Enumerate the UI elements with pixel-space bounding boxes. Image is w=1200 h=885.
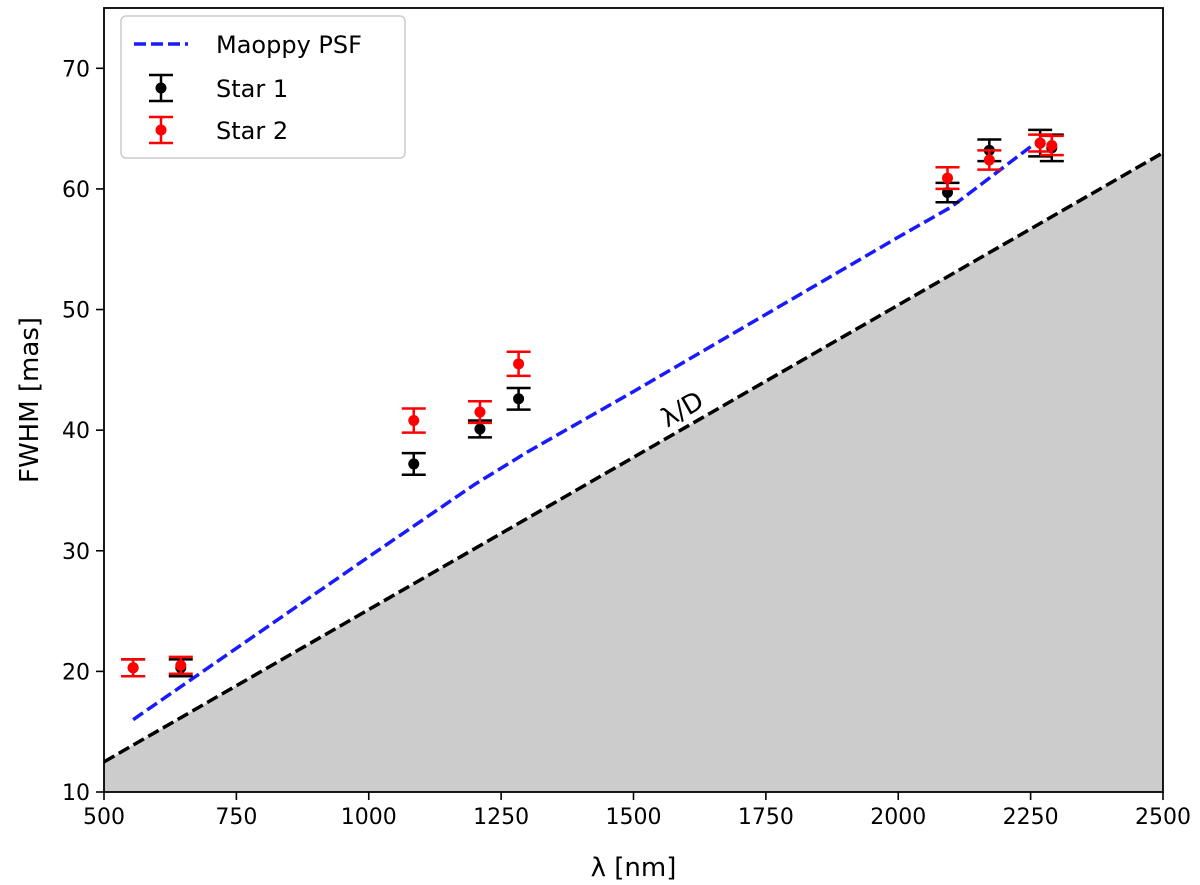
marker-layer — [121, 128, 1064, 678]
series2-errorbar-point — [1039, 134, 1064, 157]
y-tick-label: 20 — [62, 660, 90, 685]
data-point — [941, 172, 953, 184]
data-point — [408, 458, 420, 470]
y-tick-label: 40 — [62, 419, 90, 444]
data-point — [127, 662, 139, 674]
series2-errorbar-point — [121, 658, 146, 678]
data-point — [175, 659, 187, 671]
data-point — [408, 415, 420, 427]
line-layer — [103, 145, 1164, 764]
x-tick-label: 1000 — [341, 805, 397, 830]
legend: Maoppy PSF Star 1 Star 2 — [120, 15, 406, 159]
y-tick-label: 50 — [62, 299, 90, 324]
y-tick-label: 60 — [62, 178, 90, 203]
data-point — [474, 406, 486, 418]
legend-entry-label: Star 1 — [216, 75, 288, 103]
series2-errorbar-point — [401, 407, 426, 434]
x-tick-label: 1500 — [606, 805, 662, 830]
axes-layer: 500 750 1000 1250 1500 1750 2000 2250 2500 10 20 30… — [62, 7, 1191, 830]
x-tick-label: 2250 — [1003, 805, 1059, 830]
legend-box — [120, 15, 406, 159]
x-tick-label: 1750 — [738, 805, 794, 830]
legend-entry-label: Maoppy PSF — [216, 31, 362, 59]
data-point — [513, 393, 525, 405]
x-tick-label: 750 — [215, 805, 257, 830]
legend-point — [155, 124, 167, 136]
data-point — [983, 154, 995, 166]
series-line-maoppy-psf — [132, 145, 1032, 722]
data-point — [1046, 140, 1058, 152]
y-axis-label: FWHM [mas] — [15, 317, 45, 483]
diffraction-limit-fill — [104, 152, 1163, 792]
y-tick-label: 30 — [62, 540, 90, 565]
series2-errorbar-point — [935, 165, 960, 191]
y-tick-label: 10 — [62, 781, 90, 806]
x-tick-label: 500 — [83, 805, 125, 830]
x-tick-label: 2500 — [1135, 805, 1191, 830]
legend-swatch-errorbar — [149, 73, 173, 103]
diffraction-fill-layer — [104, 152, 1163, 792]
series2-errorbar-point — [168, 655, 193, 676]
data-point — [474, 423, 486, 435]
x-axis-label: λ [nm] — [591, 853, 677, 883]
series2-errorbar-point — [977, 149, 1002, 171]
legend-entry-label: Star 2 — [216, 117, 288, 145]
series1-errorbar-point — [506, 386, 531, 411]
x-tick-label: 2000 — [870, 805, 926, 830]
series2-errorbar-point — [467, 399, 492, 425]
series1-errorbar-point — [401, 451, 426, 477]
legend-swatch-errorbar — [149, 115, 173, 145]
series2-errorbar-point — [506, 350, 531, 378]
x-tick-label: 1250 — [473, 805, 529, 830]
data-point — [1034, 137, 1046, 149]
data-point — [513, 358, 525, 370]
legend-point — [155, 82, 167, 94]
y-tick-label: 70 — [62, 57, 90, 82]
